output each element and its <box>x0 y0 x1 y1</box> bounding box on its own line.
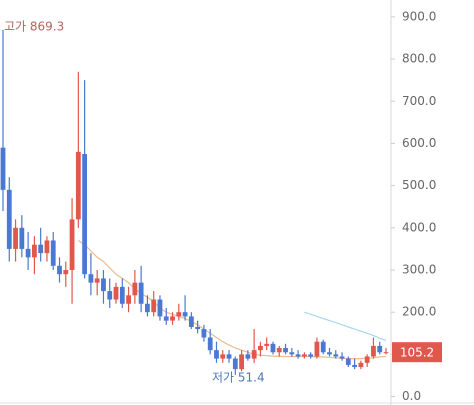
candle-body <box>44 240 50 254</box>
candle-body <box>163 316 169 321</box>
y-tick-label: 500.0 <box>402 178 436 192</box>
y-tick-label: 0.0 <box>402 389 421 403</box>
candle-body <box>0 147 6 190</box>
candle-body <box>345 358 351 365</box>
candle-body <box>82 153 88 275</box>
candle-body <box>94 278 100 283</box>
candle-body <box>383 352 389 354</box>
candle-body <box>339 356 345 359</box>
moving-average <box>77 240 387 360</box>
candle-body <box>151 299 157 313</box>
candle-body <box>88 274 94 283</box>
y-tick-label: 800.0 <box>402 52 436 66</box>
candle-body <box>101 278 106 292</box>
candle-body <box>333 354 339 357</box>
y-tick-label: 300.0 <box>402 263 436 277</box>
candle-body <box>327 352 332 355</box>
candle-body <box>157 299 163 317</box>
candle-body <box>245 354 251 359</box>
candle-body <box>289 352 295 355</box>
candle-body <box>38 244 44 254</box>
candle-body <box>57 265 62 275</box>
candle-body <box>132 282 138 296</box>
candle-body <box>182 312 188 317</box>
candle-body <box>320 341 326 353</box>
candle-body <box>13 227 18 249</box>
candle-body <box>201 329 207 338</box>
y-tick-label: 600.0 <box>402 136 436 150</box>
candle-body <box>75 151 81 220</box>
candle-body <box>251 350 257 359</box>
candle-body <box>119 286 125 304</box>
y-tick-label: 900.0 <box>402 9 436 23</box>
candle-body <box>207 337 213 351</box>
candle-body <box>232 358 238 370</box>
candle-body <box>283 348 288 353</box>
candle-body <box>31 244 37 258</box>
price-tag <box>392 342 442 363</box>
y-tick-label: 700.0 <box>402 94 436 108</box>
high-label: 고가 869.3 <box>4 20 64 34</box>
candle-body <box>364 356 370 363</box>
candle-body <box>352 364 358 368</box>
candle-body <box>195 326 201 330</box>
candle-body <box>50 240 56 266</box>
candle-body <box>258 345 263 351</box>
candle-body <box>377 345 383 353</box>
candle-body <box>126 295 131 304</box>
candle-body <box>308 354 314 357</box>
moving-average <box>304 311 387 342</box>
candle-body <box>113 286 119 300</box>
candle-body <box>170 316 175 321</box>
candle-body <box>63 270 69 275</box>
candle-body <box>239 354 244 370</box>
candle-body <box>214 350 219 359</box>
y-tick-label: 400.0 <box>402 220 436 234</box>
candle-body <box>301 354 307 357</box>
candle-body <box>276 348 282 353</box>
candle-body <box>188 316 194 327</box>
candle-body <box>176 312 182 317</box>
candle-body <box>145 303 150 313</box>
candle-body <box>69 219 75 270</box>
price-tag-label: 105.2 <box>400 346 434 360</box>
candle-body <box>264 343 270 346</box>
candle-body <box>358 362 364 368</box>
candle-body <box>19 227 25 249</box>
candle-body <box>220 354 226 359</box>
candle-body <box>226 354 232 359</box>
candle-body <box>371 345 376 357</box>
low-label: 저가 51.4 <box>212 371 265 385</box>
candle-body <box>107 291 113 300</box>
y-tick-label: 200.0 <box>402 305 436 319</box>
candle-body <box>314 341 320 357</box>
candle-body <box>6 189 12 249</box>
candle-body <box>138 282 144 304</box>
candle-body <box>295 354 301 357</box>
candle-body <box>270 343 276 353</box>
candle-body <box>25 248 31 258</box>
